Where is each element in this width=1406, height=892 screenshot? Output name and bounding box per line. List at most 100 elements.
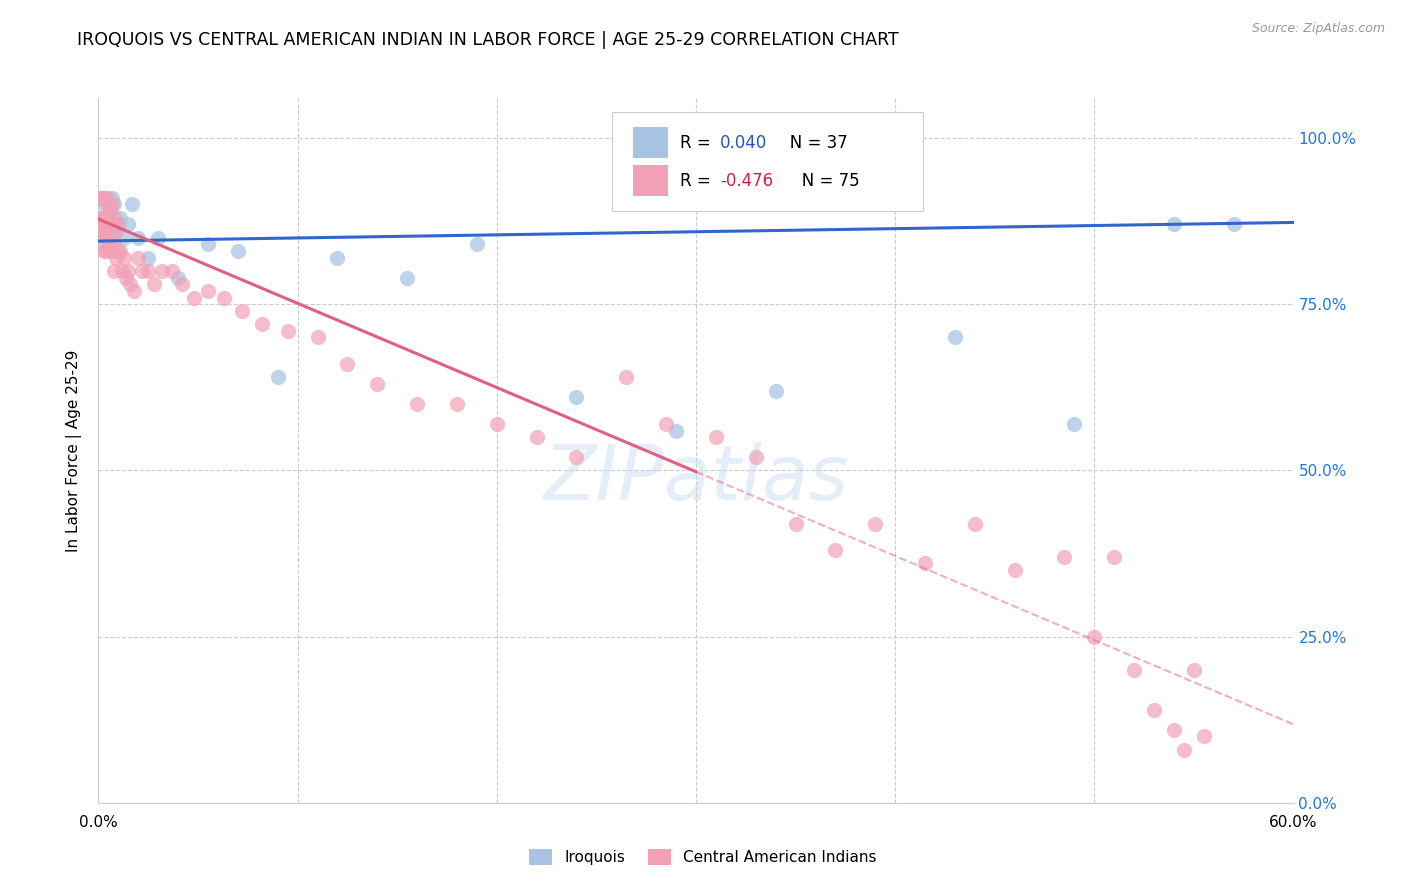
- Point: [97, 197, 120, 211]
- Legend: Iroquois, Central American Indians: Iroquois, Central American Indians: [523, 843, 883, 871]
- Point: [745, 450, 768, 464]
- Point: [143, 277, 166, 292]
- Point: [160, 264, 183, 278]
- Text: 0.040: 0.040: [720, 134, 768, 152]
- Point: [326, 251, 349, 265]
- Point: [565, 390, 588, 404]
- Point: [1182, 663, 1205, 677]
- Point: [336, 357, 359, 371]
- FancyBboxPatch shape: [633, 127, 668, 158]
- Point: [91, 211, 114, 225]
- Point: [93, 191, 115, 205]
- Point: [277, 324, 299, 338]
- Point: [91, 224, 114, 238]
- Point: [105, 224, 128, 238]
- Point: [97, 218, 120, 232]
- Point: [785, 516, 807, 531]
- Point: [107, 218, 129, 232]
- Point: [93, 224, 115, 238]
- Point: [91, 191, 114, 205]
- Point: [1104, 549, 1126, 564]
- Point: [127, 251, 149, 265]
- Point: [112, 231, 135, 245]
- Text: R =: R =: [681, 134, 717, 152]
- Point: [267, 370, 290, 384]
- Point: [98, 237, 122, 252]
- Point: [124, 284, 146, 298]
- Point: [91, 224, 114, 238]
- Text: N = 75: N = 75: [786, 171, 859, 190]
- Point: [943, 330, 966, 344]
- Point: [103, 211, 125, 225]
- Text: ZIPatlas: ZIPatlas: [543, 442, 849, 516]
- Point: [1173, 742, 1195, 756]
- Point: [101, 224, 124, 238]
- Point: [1063, 417, 1085, 431]
- Point: [366, 376, 388, 391]
- Text: N = 37: N = 37: [773, 134, 848, 152]
- Point: [406, 397, 429, 411]
- Point: [96, 224, 118, 238]
- Point: [183, 291, 205, 305]
- Point: [89, 218, 111, 232]
- Point: [197, 284, 219, 298]
- Y-axis label: In Labor Force | Age 25-29: In Labor Force | Age 25-29: [66, 350, 83, 551]
- Point: [97, 191, 120, 205]
- Point: [148, 231, 170, 245]
- Point: [105, 251, 128, 265]
- Point: [93, 211, 115, 225]
- Point: [117, 218, 139, 232]
- Point: [665, 424, 688, 438]
- Point: [655, 417, 678, 431]
- Text: IROQUOIS VS CENTRAL AMERICAN INDIAN IN LABOR FORCE | AGE 25-29 CORRELATION CHART: IROQUOIS VS CENTRAL AMERICAN INDIAN IN L…: [77, 31, 898, 49]
- Point: [101, 191, 124, 205]
- Point: [107, 218, 129, 232]
- Point: [212, 291, 235, 305]
- Point: [136, 251, 159, 265]
- Point: [396, 270, 419, 285]
- Point: [115, 270, 138, 285]
- Point: [865, 516, 887, 531]
- Point: [914, 557, 936, 571]
- Point: [97, 237, 120, 252]
- Point: [96, 191, 118, 205]
- Point: [167, 270, 190, 285]
- Point: [1083, 630, 1105, 644]
- Point: [963, 516, 986, 531]
- Point: [485, 417, 508, 431]
- Point: [96, 211, 118, 225]
- Point: [96, 244, 118, 258]
- Point: [93, 237, 115, 252]
- Point: [1163, 723, 1185, 737]
- Point: [93, 197, 115, 211]
- Point: [98, 204, 122, 219]
- Point: [101, 197, 124, 211]
- Point: [1143, 703, 1166, 717]
- Point: [226, 244, 249, 258]
- Point: [307, 330, 329, 344]
- Point: [93, 244, 115, 258]
- Point: [103, 197, 125, 211]
- Point: [1053, 549, 1076, 564]
- Point: [91, 191, 114, 205]
- Point: [704, 430, 727, 444]
- Point: [197, 237, 219, 252]
- Point: [1004, 563, 1026, 577]
- FancyBboxPatch shape: [633, 165, 668, 196]
- Point: [1123, 663, 1146, 677]
- Point: [250, 317, 273, 331]
- Point: [98, 218, 122, 232]
- Point: [103, 237, 125, 252]
- Point: [172, 277, 194, 292]
- Point: [231, 303, 253, 318]
- Text: R =: R =: [681, 171, 717, 190]
- Point: [103, 264, 125, 278]
- Point: [526, 430, 548, 444]
- Point: [136, 264, 159, 278]
- Point: [111, 264, 134, 278]
- Point: [107, 244, 129, 258]
- Point: [105, 224, 128, 238]
- Point: [824, 543, 846, 558]
- Point: [117, 264, 139, 278]
- Point: [96, 218, 118, 232]
